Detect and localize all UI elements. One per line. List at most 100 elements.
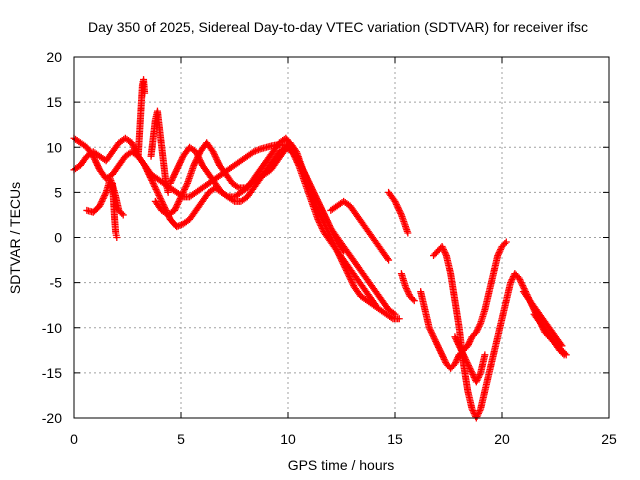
data-point-fill	[474, 324, 482, 332]
data-point-fill	[213, 157, 221, 165]
data-point	[89, 152, 97, 160]
data-point-fill	[328, 227, 336, 235]
data-point	[502, 238, 510, 246]
data-point-fill	[462, 357, 470, 365]
data-point	[438, 351, 446, 359]
data-point	[96, 202, 104, 210]
data-point-fill	[305, 179, 313, 187]
data-point	[141, 161, 149, 169]
data-point-fill	[151, 182, 159, 190]
data-point-fill	[289, 145, 297, 153]
data-point	[190, 161, 198, 169]
data-point-fill	[427, 328, 435, 336]
data-series	[134, 76, 149, 160]
data-point-fill	[142, 164, 150, 172]
y-tick-label: -5	[50, 275, 63, 291]
data-point-fill	[97, 199, 105, 207]
data-point-fill	[495, 249, 503, 257]
data-point-fill	[94, 161, 102, 169]
axis-ticks	[73, 56, 610, 419]
data-point-fill	[171, 170, 179, 178]
data-point-fill	[181, 185, 189, 193]
data-point-fill	[392, 200, 400, 208]
data-point-fill	[251, 147, 259, 155]
data-point-fill	[146, 172, 154, 180]
data-point-fill	[255, 146, 263, 154]
data-point-fill	[467, 366, 475, 374]
data-point	[147, 175, 155, 183]
data-series	[397, 270, 418, 305]
data-point-fill	[403, 286, 411, 294]
data-point-fill	[435, 343, 443, 351]
data-point-fill	[316, 202, 324, 210]
data-point-fill	[466, 337, 474, 345]
data-point-fill	[196, 157, 204, 165]
data-point-fill	[436, 346, 444, 354]
data-point-fill	[394, 203, 402, 211]
chart-title: Day 350 of 2025, Sidereal Day-to-day VTE…	[88, 19, 588, 35]
data-point-fill	[305, 178, 313, 186]
data-point-fill	[99, 194, 107, 202]
data-point-fill	[467, 367, 475, 375]
data-point-fill	[432, 339, 440, 347]
data-point-fill	[454, 340, 462, 348]
data-point-fill	[172, 167, 180, 175]
data-point-fill	[340, 262, 348, 270]
data-point-fill	[509, 274, 517, 282]
data-point-fill	[149, 179, 157, 187]
data-point-fill	[440, 354, 448, 362]
data-point	[438, 243, 446, 251]
data-point-fill	[171, 205, 179, 213]
y-tick-label: -20	[42, 410, 62, 426]
data-point-fill	[338, 258, 346, 266]
data-point	[340, 247, 348, 255]
data-point-fill	[476, 370, 484, 378]
data-point-fill	[293, 152, 301, 160]
data-point	[464, 342, 472, 350]
y-axis-label: SDTVAR / TECUs	[7, 182, 23, 294]
data-point-fill	[308, 185, 316, 193]
data-point-fill	[464, 340, 472, 348]
data-point-fill	[452, 336, 460, 344]
data-point-fill	[463, 358, 471, 366]
data-point-fill	[441, 357, 449, 365]
data-point-fill	[320, 209, 328, 217]
data-series	[530, 310, 568, 359]
x-tick-label: 25	[601, 431, 617, 447]
data-point-fill	[213, 155, 221, 163]
data-point	[164, 188, 172, 196]
data-point-fill	[157, 196, 165, 204]
data-point-fill	[307, 182, 315, 190]
data-point-fill	[313, 194, 321, 202]
data-point-fill	[295, 158, 303, 166]
data-point-fill	[176, 194, 184, 202]
data-point-fill	[144, 169, 152, 177]
data-point-fill	[325, 221, 333, 229]
data-point-fill	[431, 336, 439, 344]
data-point-fill	[298, 164, 306, 172]
x-tick-label: 0	[70, 431, 78, 447]
data-point-fill	[310, 190, 318, 198]
data-point-fill	[195, 154, 203, 162]
data-point-fill	[311, 191, 319, 199]
data-point-fill	[173, 200, 181, 208]
data-point-fill	[174, 163, 182, 171]
data-point	[192, 148, 200, 156]
data-point-fill	[330, 232, 338, 240]
data-point-fill	[333, 246, 341, 254]
data-point-fill	[460, 352, 468, 360]
data-point-fill	[145, 170, 153, 178]
data-point-fill	[293, 154, 301, 162]
data-point-fill	[197, 158, 205, 166]
data-point	[410, 297, 418, 305]
data-point-fill	[517, 277, 525, 285]
data-point-fill	[169, 173, 177, 181]
data-point-fill	[441, 249, 449, 257]
data-point-fill	[336, 253, 344, 261]
data-point-fill	[93, 160, 101, 168]
data-point-fill	[330, 230, 338, 238]
data-point-fill	[333, 247, 341, 255]
data-point	[507, 279, 515, 287]
data-point-fill	[346, 274, 354, 282]
data-point-fill	[559, 349, 567, 357]
